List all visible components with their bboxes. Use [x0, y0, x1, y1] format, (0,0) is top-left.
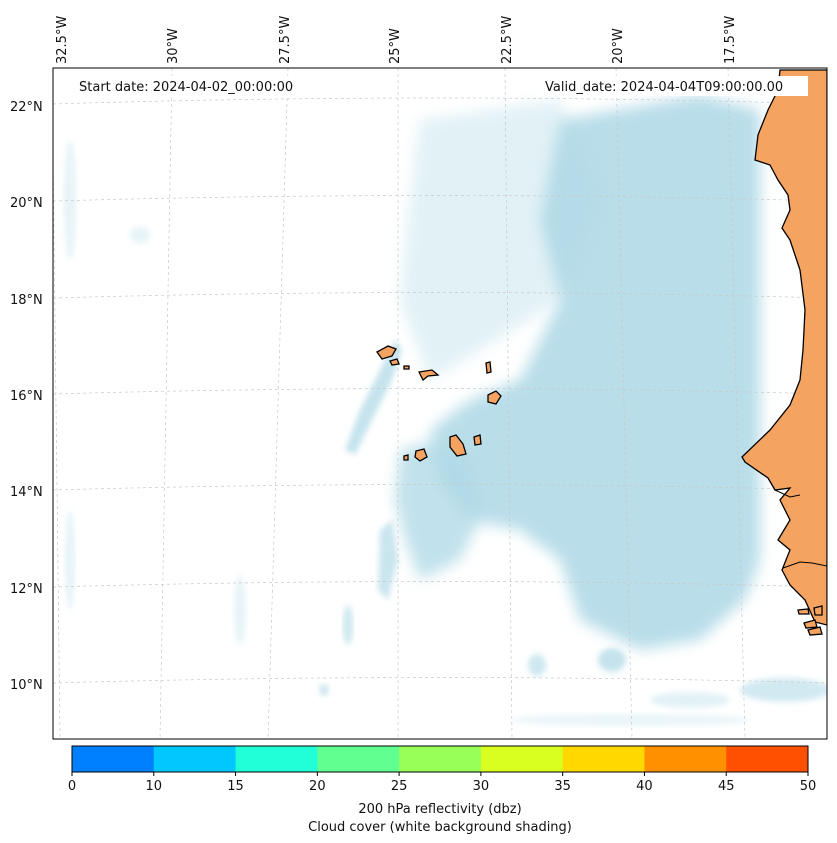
header: Start date: 2024-04-02_00:00:00 Valid_da… — [72, 76, 808, 96]
colorbar-tick-label: 25 — [391, 779, 408, 794]
bijagos-islands — [797, 605, 823, 636]
graticule — [53, 68, 827, 739]
parallel-22n — [53, 97, 827, 105]
parallel-12n — [53, 581, 827, 588]
cloud-streak-south — [395, 440, 480, 580]
cloud-cover-shading — [64, 95, 827, 726]
meridian-27-5w — [267, 68, 289, 739]
meridian-22-5w — [504, 68, 513, 739]
colorbar-tick-label: 20 — [309, 779, 326, 794]
lon-label-22-5w: 22.5°W — [500, 16, 515, 64]
colorbar-segment — [562, 746, 645, 772]
island-sao-vicente — [389, 358, 400, 366]
cloud-band-light — [400, 100, 600, 380]
start-date-text: Start date: 2024-04-02_00:00:00 — [79, 80, 293, 95]
cloud-blob-10 — [130, 227, 150, 243]
colorbar-tick-label: 0 — [68, 779, 76, 794]
lat-label-18n: 18°N — [10, 293, 43, 308]
cloud-streak-lower — [378, 520, 398, 600]
latitude-labels: 22°N 20°N 18°N 16°N 14°N 12°N 10°N — [10, 100, 43, 693]
lon-label-20w: 20°W — [611, 28, 626, 64]
cloud-blob-9 — [234, 575, 246, 645]
meridian-17-5w — [727, 68, 746, 739]
colorbar-tick-label: 10 — [146, 779, 163, 794]
lat-label-12n: 12°N — [10, 582, 43, 597]
colorbar-tick-label: 45 — [718, 779, 735, 794]
cloud-blob-11 — [510, 714, 750, 726]
island-sao-nicolau — [418, 369, 440, 382]
cloud-blob-2 — [528, 654, 546, 676]
lon-label-32-5w: 32.5°W — [55, 16, 70, 64]
valid-date-box — [538, 76, 808, 96]
parallel-16n — [53, 388, 827, 395]
colorbar-tick-label: 35 — [554, 779, 571, 794]
start-date-box — [72, 76, 318, 96]
colorbar-label-line2: Cloud cover (white background shading) — [308, 820, 572, 835]
colorbar-tick-label: 30 — [473, 779, 490, 794]
colorbar: 0 10 15 20 25 30 35 40 45 50 200 hPa reflectivity… — [68, 745, 816, 835]
colorbar-segments — [72, 746, 809, 772]
island-fogo — [414, 448, 428, 462]
lon-label-30w: 30°W — [166, 28, 181, 64]
lon-label-27-5w: 27.5°W — [278, 16, 293, 64]
longitude-labels: 32.5°W 30°W 27.5°W 25°W 22.5°W 20°W 17.5… — [55, 16, 738, 64]
island-santa-luzia — [403, 365, 410, 370]
lon-label-17-5w: 17.5°W — [723, 16, 738, 64]
colorbar-segment — [317, 746, 400, 772]
colorbar-segment — [399, 746, 482, 772]
meridian-32-5w — [53, 122, 61, 739]
cloud-streak-west — [345, 340, 402, 455]
senegal-river-coast — [774, 489, 801, 498]
meridian-20w — [615, 68, 633, 739]
island-maio — [473, 434, 482, 446]
colorbar-tick-label: 40 — [636, 779, 653, 794]
island-santo-antao — [376, 345, 397, 360]
cloud-band-main — [430, 95, 760, 650]
colorbar-segment — [480, 746, 564, 772]
cloud-blob-5 — [740, 678, 827, 702]
gambia-inlet — [782, 561, 827, 569]
colorbar-segment — [72, 746, 155, 772]
colorbar-tick-label: 15 — [227, 779, 244, 794]
colorbar-segment — [153, 746, 237, 772]
map-frame — [52, 67, 828, 740]
island-sal — [485, 361, 492, 374]
colorbar-segment — [235, 746, 318, 772]
colorbar-segment — [726, 746, 809, 772]
lat-label-10n: 10°N — [10, 678, 43, 693]
island-santiago — [449, 434, 467, 457]
cloud-blob-3 — [343, 605, 353, 645]
parallel-14n — [53, 484, 827, 491]
lon-label-25w: 25°W — [388, 28, 403, 64]
colorbar-tick-label: 50 — [800, 779, 817, 794]
valid-date-text: Valid_date: 2024-04-04T09:00:00.00 — [545, 80, 783, 95]
cloud-blob-8 — [65, 510, 75, 610]
island-boa-vista — [487, 390, 502, 405]
cloud-blob-4 — [319, 684, 329, 696]
colorbar-frame — [71, 745, 809, 773]
colorbar-label-line1: 200 hPa reflectivity (dbz) — [358, 802, 521, 817]
land — [376, 69, 827, 636]
cloud-blob-7 — [64, 140, 76, 260]
lat-label-20n: 20°N — [10, 196, 43, 211]
colorbar-ticks: 0 10 15 20 25 30 35 40 45 50 — [68, 772, 816, 794]
lat-label-16n: 16°N — [10, 389, 43, 404]
africa-coast — [741, 69, 827, 626]
parallel-10n — [53, 677, 827, 684]
map-panel — [52, 67, 828, 740]
meridian-30w — [159, 68, 173, 739]
parallel-18n — [53, 292, 827, 299]
cloud-blob-1 — [598, 648, 626, 672]
cloud-blob-6 — [650, 692, 730, 708]
lat-label-22n: 22°N — [10, 100, 43, 115]
lat-label-14n: 14°N — [10, 485, 43, 500]
colorbar-segment — [644, 746, 727, 772]
island-brava — [403, 454, 409, 461]
parallel-20n — [53, 195, 827, 202]
